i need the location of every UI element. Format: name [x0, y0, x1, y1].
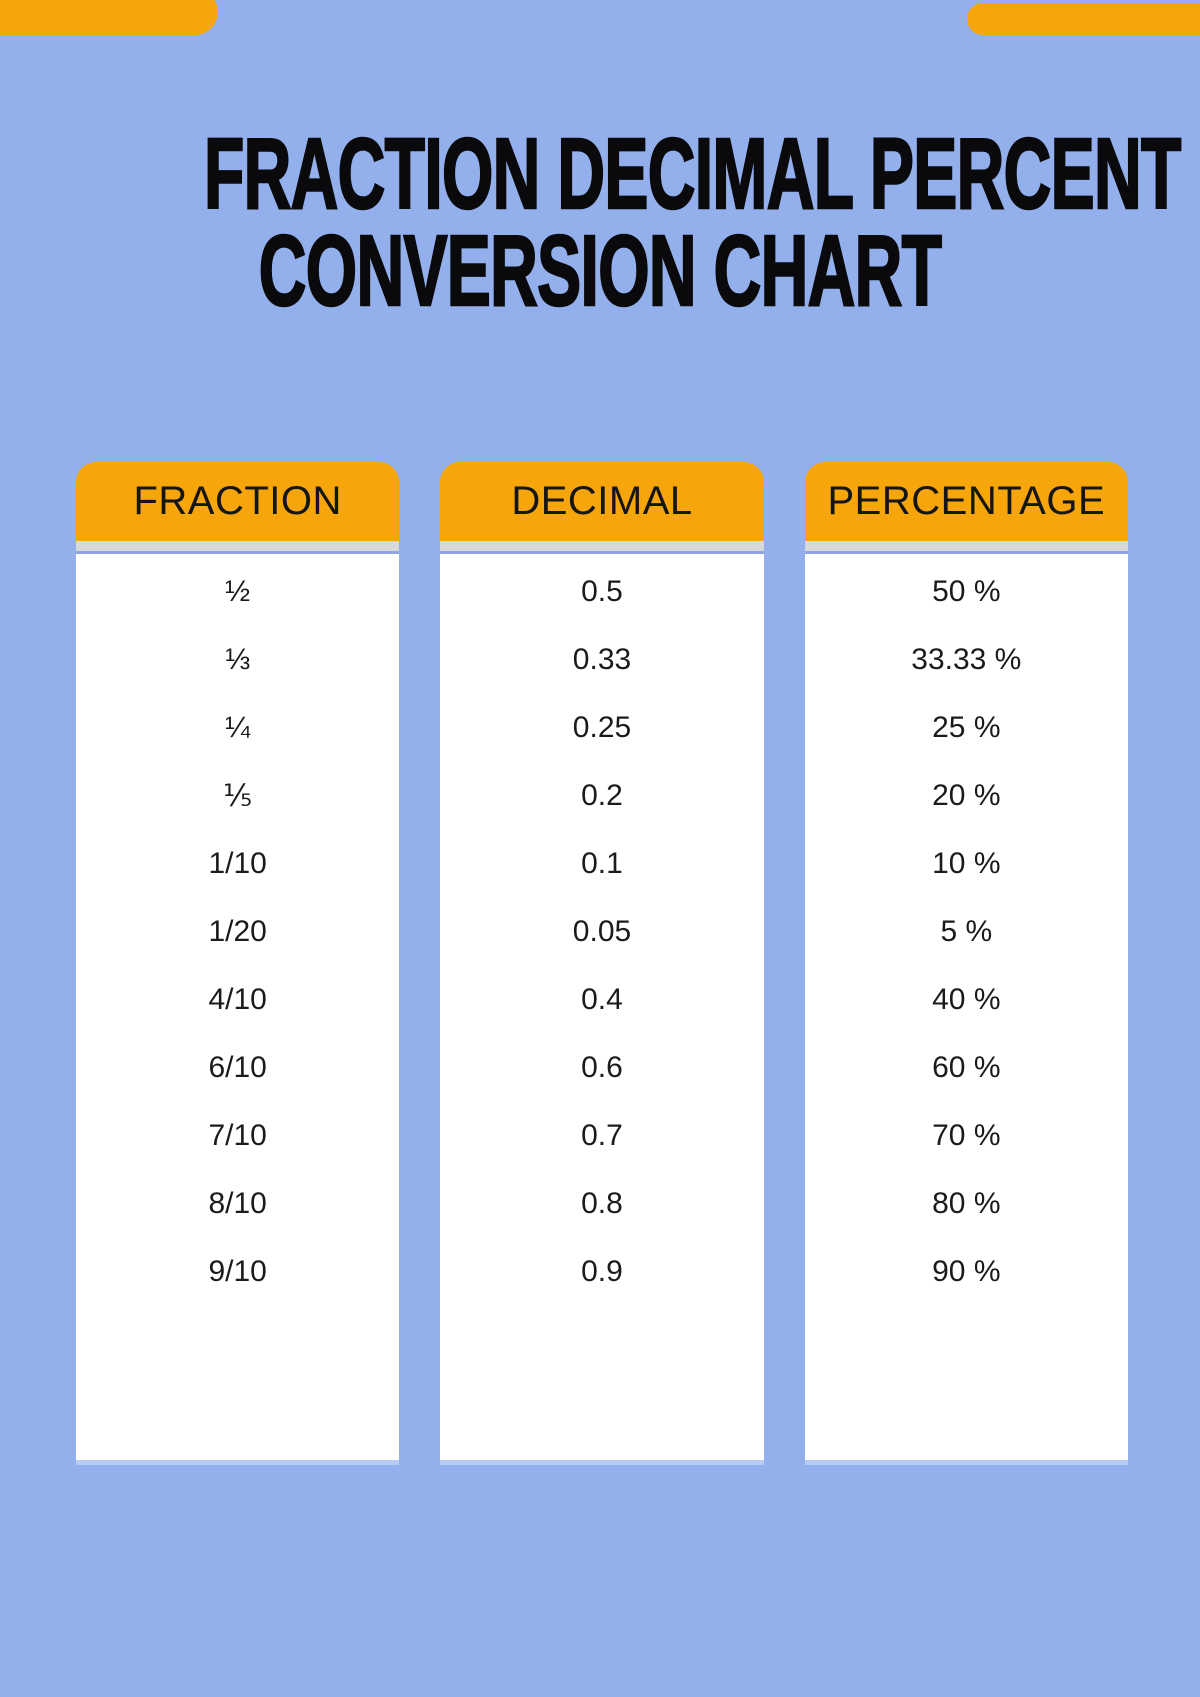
header-strip — [804, 541, 1128, 551]
table-cell: 0.7 — [581, 1119, 623, 1152]
table-cell: 0.1 — [581, 847, 623, 880]
table-cell: ½ — [225, 575, 251, 608]
table-cell: 1/20 — [208, 915, 267, 948]
table-cell: 1/10 — [208, 847, 267, 880]
table-cell: 0.6 — [581, 1051, 623, 1084]
table-cell: 60 % — [932, 1051, 1001, 1084]
header-strip — [440, 541, 764, 551]
table-cell: 0.9 — [581, 1255, 623, 1288]
table-cell: 33.33 % — [911, 643, 1022, 676]
page-title: FRACTION DECIMAL PERCENT CONVERSION CHAR… — [203, 118, 1182, 327]
column-fraction: FRACTION ½ ⅓ ¼ ⅕ 1/10 1/20 4/10 6/10 7/1… — [76, 462, 400, 1460]
table-cell: 0.5 — [581, 575, 623, 608]
table-cell: 0.25 — [572, 711, 632, 744]
table-cell: 40 % — [932, 983, 1001, 1016]
top-right-accent-bar — [967, 3, 1200, 35]
table-cell: 0.2 — [581, 779, 623, 812]
conversion-table: FRACTION ½ ⅓ ¼ ⅕ 1/10 1/20 4/10 6/10 7/1… — [76, 462, 1128, 1460]
table-cell: 0.8 — [581, 1187, 623, 1220]
table-cell: ⅓ — [225, 643, 251, 676]
column-percentage: PERCENTAGE 50 % 33.33 % 25 % 20 % 10 % 5… — [804, 462, 1128, 1460]
column-header-percentage: PERCENTAGE — [804, 462, 1128, 541]
table-cell: ¼ — [225, 711, 251, 744]
header-accent-line — [804, 551, 1128, 554]
table-cell: 6/10 — [208, 1051, 267, 1084]
table-cell: 25 % — [932, 711, 1001, 744]
table-cell: 9/10 — [208, 1255, 267, 1288]
header-accent-line — [440, 551, 764, 554]
table-cell: 5 % — [940, 915, 993, 948]
column-decimal: DECIMAL 0.5 0.33 0.25 0.2 0.1 0.05 0.4 0… — [440, 462, 764, 1460]
column-body-percentage: 50 % 33.33 % 25 % 20 % 10 % 5 % 40 % 60 … — [804, 554, 1128, 1460]
column-body-decimal: 0.5 0.33 0.25 0.2 0.1 0.05 0.4 0.6 0.7 0… — [440, 554, 764, 1460]
page-title-line-1: FRACTION DECIMAL PERCENT — [203, 118, 1182, 230]
column-header-decimal: DECIMAL — [440, 462, 764, 541]
table-cell: 7/10 — [208, 1119, 267, 1152]
table-cell: 50 % — [932, 575, 1001, 608]
table-cell: 0.05 — [572, 915, 632, 948]
column-body-fraction: ½ ⅓ ¼ ⅕ 1/10 1/20 4/10 6/10 7/10 8/10 9/… — [76, 554, 400, 1460]
table-cell: 90 % — [932, 1255, 1001, 1288]
column-header-fraction: FRACTION — [76, 462, 400, 541]
table-cell: 8/10 — [208, 1187, 267, 1220]
table-cell: ⅕ — [223, 779, 253, 813]
header-strip — [76, 541, 400, 551]
top-left-accent-bar — [0, 0, 218, 35]
table-cell: 10 % — [932, 847, 1001, 880]
table-cell: 0.4 — [581, 983, 623, 1016]
header-accent-line — [76, 551, 400, 554]
table-cell: 0.33 — [572, 643, 632, 676]
page-title-line-2: CONVERSION CHART — [258, 215, 943, 327]
table-cell: 80 % — [932, 1187, 1001, 1220]
table-cell: 4/10 — [208, 983, 267, 1016]
table-cell: 70 % — [932, 1119, 1001, 1152]
table-cell: 20 % — [932, 779, 1001, 812]
